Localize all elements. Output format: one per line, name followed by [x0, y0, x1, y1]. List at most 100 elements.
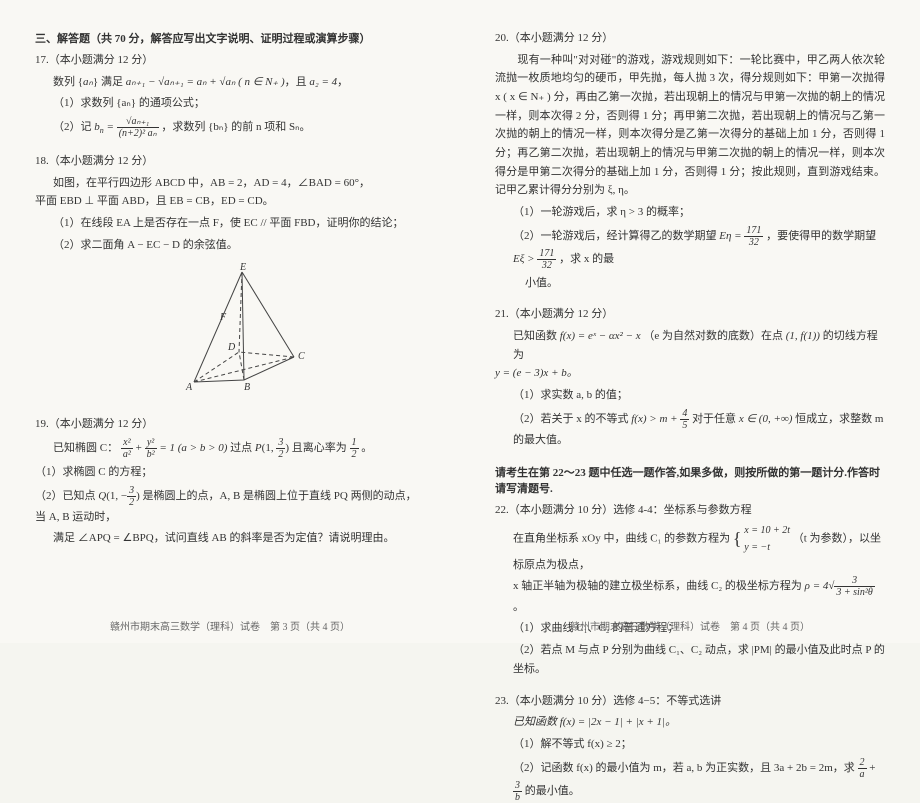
- problem-18-head: 18.（本小题满分 12 分）: [35, 153, 425, 171]
- edge-be: [242, 272, 244, 380]
- p20-sub2-b: ，要使得甲的数学期望: [766, 230, 876, 242]
- label-b: B: [244, 382, 250, 393]
- p17-a2: a₂ = 4: [309, 76, 337, 88]
- p19-sub2-a: （2）已知点: [35, 490, 98, 502]
- p21-line1-b: （e 为自然对数的底数）在点: [643, 330, 785, 342]
- p23-sub2-a: （2）记函数 f(x) 的最小值为 m，若 a, b 为正实数，且 3a + 2…: [513, 762, 858, 774]
- p20-sub2-c: ，求 x 的最: [559, 253, 614, 265]
- p18-line2: 平面 EBD ⊥ 平面 ABD，且 EB = CB，ED = CD。: [35, 192, 425, 211]
- problem-20: 20.（本小题满分 12 分） 现有一种叫"对对碰"的游戏，游戏规则如下：一轮比…: [495, 30, 885, 292]
- p22-line1: 在直角坐标系 xOy 中，曲线 C₁ 的参数方程为 { x = 10 + 2t …: [513, 522, 885, 575]
- p22-line2: x 轴正半轴为极轴的建立极坐标系，曲线 C₂ 的极坐标方程为 ρ = 4√33 …: [513, 575, 885, 617]
- p21-domain: x ∈ (0, +∞): [739, 413, 793, 425]
- exam-paper: 三、解答题（共 70 分，解答应写出文字说明、证明过程或演算步骤） 17.（本小…: [0, 0, 920, 643]
- p19-line1-a: 已知椭圆 C：: [53, 442, 118, 454]
- p17-sub2-a: （2）记: [53, 121, 94, 133]
- edge-ce: [242, 272, 294, 357]
- p23-sub2: （2）记函数 f(x) 的最小值为 m，若 a, b 为正实数，且 3a + 2…: [513, 757, 885, 803]
- p21-fx: f(x) = eˣ − αx² − x: [560, 330, 641, 342]
- p20-sub2d: 小值。: [495, 274, 885, 293]
- p20-sub1: （1）一轮游戏后，求 η > 3 的概率；: [495, 203, 885, 222]
- page-4: 20.（本小题满分 12 分） 现有一种叫"对对碰"的游戏，游戏规则如下：一轮比…: [460, 0, 920, 643]
- p23-line1: 已知函数 f(x) = |2x − 1| + |x + 1|。: [513, 713, 885, 732]
- p23-sub2-b: 的最小值。: [525, 785, 580, 797]
- p20-sub2: （2）一轮游戏后，经计算得乙的数学期望 Eη = 17132 ，要使得甲的数学期…: [495, 225, 885, 271]
- problem-21-body: 已知函数 f(x) = eˣ − αx² − x （e 为自然对数的底数）在点 …: [495, 327, 885, 449]
- p22-line1-a: 在直角坐标系 xOy 中，曲线 C₁ 的参数方程为: [513, 533, 733, 545]
- p20-body1: 现有一种叫"对对碰"的游戏，游戏规则如下：一轮比赛中，甲乙两人依次轮流抛一枚质地…: [495, 51, 885, 201]
- p22-line2-a: x 轴正半轴为极轴的建立极坐标系，曲线 C₂ 的极坐标方程为: [513, 580, 805, 592]
- p17-seq: aₙ: [83, 76, 93, 88]
- p18-line1: 如图，在平行四边形 ABCD 中，AB = 2，AD = 4，∠BAD = 60…: [53, 174, 425, 193]
- p17-bn-den: (n+2)² aₙ: [117, 128, 159, 139]
- p23-sub1: （1）解不等式 f(x) ≥ 2；: [513, 735, 885, 754]
- p21-sub2-b: 对于任意: [692, 413, 739, 425]
- problem-18: 18.（本小题满分 12 分） 如图，在平行四边形 ABCD 中，AB = 2，…: [35, 153, 425, 402]
- p17-line1-b: } 满足: [93, 76, 126, 88]
- p22-param-y: y = −t: [744, 539, 790, 556]
- p21-sub1: （1）求实数 a, b 的值；: [513, 386, 885, 405]
- edge-ed: [239, 272, 242, 352]
- problem-22: 22.（本小题满分 10 分）选修 4-4：坐标系与参数方程 在直角坐标系 xO…: [495, 502, 885, 679]
- p21-sub2: （2）若关于 x 的不等式 f(x) > m + 45 对于任意 x ∈ (0,…: [513, 408, 885, 450]
- p17-line1-c: ，且: [285, 76, 310, 88]
- p17-rel: aₙ₊₁ − √aₙ₊₁ = aₙ + √aₙ ( n ∈ N₊ ): [126, 76, 285, 88]
- p18-sub1: （1）在线段 EA 上是否存在一点 F，使 EC // 平面 FBD，证明你的结…: [53, 214, 425, 233]
- problem-17-body: 数列 {aₙ} 满足 aₙ₊₁ − √aₙ₊₁ = aₙ + √aₙ ( n ∈…: [35, 73, 425, 139]
- p17-sub2-b: ，求数列 {bₙ} 的前 n 项和 Sₙ。: [161, 121, 310, 133]
- problem-19-body: 已知椭圆 C： x²a² + y²b² = 1 (a > b > 0) 过点 P…: [35, 437, 425, 548]
- problem-21-head: 21.（本小题满分 12 分）: [495, 306, 885, 324]
- p22-line2-b: 。: [513, 601, 524, 613]
- problem-23-body: 已知函数 f(x) = |2x − 1| + |x + 1|。 （1）解不等式 …: [495, 713, 885, 802]
- edge-cd: [239, 352, 294, 357]
- problem-20-head: 20.（本小题满分 12 分）: [495, 30, 885, 48]
- p19-line1: 已知椭圆 C： x²a² + y²b² = 1 (a > b > 0) 过点 P…: [53, 437, 425, 460]
- problem-19: 19.（本小题满分 12 分） 已知椭圆 C： x²a² + y²b² = 1 …: [35, 416, 425, 548]
- p21-line1-a: 已知函数: [513, 330, 560, 342]
- p17-bn-frac: √aₙ₊₁ (n+2)² aₙ: [117, 116, 159, 139]
- tetrahedron-diagram: E A B C D F: [164, 262, 314, 402]
- p22-param-x: x = 10 + 2t: [744, 522, 790, 539]
- label-f: F: [219, 312, 227, 323]
- footer-right: 赣州市期末高三数学（理科）试卷 第 4 页（共 4 页）: [460, 618, 920, 633]
- p17-bn-num: √aₙ₊₁: [117, 116, 159, 128]
- label-a: A: [185, 382, 193, 393]
- p22-polar-den: 3 + sin²θ: [834, 587, 874, 598]
- p22-polar-num: 3: [834, 575, 874, 587]
- p21-pt: (1, f(1)): [786, 330, 820, 342]
- problem-21: 21.（本小题满分 12 分） 已知函数 f(x) = eˣ − αx² − x…: [495, 306, 885, 449]
- problem-20-body: 现有一种叫"对对碰"的游戏，游戏规则如下：一轮比赛中，甲乙两人依次轮流抛一枚质地…: [495, 51, 885, 293]
- problem-22-head: 22.（本小题满分 10 分）选修 4-4：坐标系与参数方程: [495, 502, 885, 520]
- p21-line1: 已知函数 f(x) = eˣ − αx² − x （e 为自然对数的底数）在点 …: [513, 327, 885, 364]
- p17-sub1: （1）求数列 {aₙ} 的通项公式；: [53, 94, 425, 113]
- p19-sub2c: 满足 ∠APQ = ∠BPQ，试问直线 AB 的斜率是否为定值？请说明理由。: [53, 529, 425, 548]
- footer-left: 赣州市期末高三数学（理科）试卷 第 3 页（共 4 页）: [0, 618, 460, 633]
- problem-23: 23.（本小题满分 10 分）选修 4−5：不等式选讲 已知函数 f(x) = …: [495, 693, 885, 803]
- p19-line1-c: 且离心率为: [292, 442, 350, 454]
- problem-18-body: 如图，在平行四边形 ABCD 中，AB = 2，AD = 4，∠BAD = 60…: [35, 174, 425, 403]
- p19-line1-b: 过点: [230, 442, 255, 454]
- p21-line2: y = (e − 3)x + b。: [495, 364, 885, 383]
- p19-line1-d: 。: [361, 442, 372, 454]
- p18-sub2: （2）求二面角 A − EC − D 的余弦值。: [53, 236, 425, 255]
- label-d: D: [227, 342, 236, 353]
- problem-17-head: 17.（本小题满分 12 分）: [35, 52, 425, 70]
- problem-22-body: 在直角坐标系 xOy 中，曲线 C₁ 的参数方程为 { x = 10 + 2t …: [495, 522, 885, 678]
- p22-sub2: （2）若点 M 与点 P 分别为曲线 C₁、C₂ 动点，求 |PM| 的最小值及…: [513, 641, 885, 678]
- p21-sub2-a: （2）若关于 x 的不等式: [513, 413, 631, 425]
- p17-sub2: （2）记 bn = √aₙ₊₁ (n+2)² aₙ ，求数列 {bₙ} 的前 n…: [53, 116, 425, 139]
- section-3-title: 三、解答题（共 70 分，解答应写出文字说明、证明过程或演算步骤）: [35, 30, 425, 46]
- p19-sub2: （2）已知点 Q(1, −32) 是椭圆上的点，A, B 是椭圆上位于直线 PQ…: [35, 485, 425, 527]
- problem-23-head: 23.（本小题满分 10 分）选修 4−5：不等式选讲: [495, 693, 885, 711]
- page-3: 三、解答题（共 70 分，解答应写出文字说明、证明过程或演算步骤） 17.（本小…: [0, 0, 460, 643]
- p17-line1-d: ，: [337, 76, 348, 88]
- label-c: C: [298, 351, 305, 362]
- p17-line1-a: 数列 {: [53, 76, 83, 88]
- p19-sub1: （1）求椭圆 C 的方程；: [35, 463, 425, 482]
- p22-polar-pre: ρ = 4: [805, 580, 829, 592]
- choice-note: 请考生在第 22～23 题中任选一题作答,如果多做，则按所做的第一题计分.作答时…: [495, 464, 885, 496]
- problem-17: 17.（本小题满分 12 分） 数列 {aₙ} 满足 aₙ₊₁ − √aₙ₊₁ …: [35, 52, 425, 139]
- problem-19-head: 19.（本小题满分 12 分）: [35, 416, 425, 434]
- p20-sub2-a: （2）一轮游戏后，经计算得乙的数学期望: [513, 230, 719, 242]
- label-e: E: [239, 262, 246, 273]
